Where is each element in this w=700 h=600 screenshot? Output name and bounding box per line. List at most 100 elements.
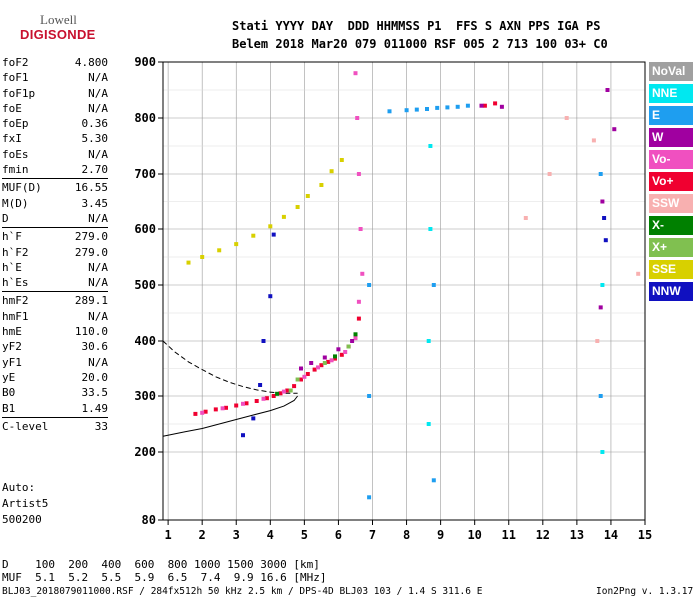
parameter-value: 279.0	[74, 230, 108, 244]
echo-point	[271, 232, 276, 237]
profile-dashed-curve	[162, 340, 298, 394]
echo-point	[234, 403, 239, 408]
parameter-name: fxI	[2, 132, 22, 146]
echo-point	[598, 394, 603, 398]
echo-point	[261, 396, 266, 401]
x-tick-label: 9	[437, 528, 444, 542]
parameter-name: yE	[2, 370, 16, 384]
echo-point	[591, 138, 596, 143]
echo-point	[281, 389, 286, 394]
parameter-name: hmE	[2, 325, 22, 339]
footer-file-info: BLJ03_2018079011000.RSF / 284fx512h 50 k…	[2, 586, 483, 597]
y-tick-label: 80	[142, 513, 156, 527]
echo-point	[603, 238, 608, 243]
echo-point	[343, 350, 348, 354]
echo-point	[254, 399, 259, 403]
echo-point	[224, 405, 228, 410]
echo-point	[479, 103, 484, 108]
echo-point	[268, 224, 273, 229]
legend-item-noval: NoVal	[649, 62, 693, 81]
parameter-row: yE 20.0	[2, 370, 108, 385]
parameter-value: 279.0	[74, 245, 108, 259]
echo-point	[600, 450, 605, 454]
legend-item-ssw: SSW	[649, 194, 693, 213]
echo-point	[261, 339, 266, 343]
echo-point	[523, 216, 528, 220]
echo-point	[299, 366, 303, 371]
parameter-name: foF1p	[2, 86, 36, 100]
x-tick-label: 2	[199, 528, 206, 542]
logo-digisonde-text: DIGISONDE	[20, 27, 96, 42]
parameter-value: N/A	[88, 355, 108, 369]
echo-point	[367, 283, 372, 287]
echo-point	[605, 88, 610, 92]
parameter-value: 3.45	[81, 196, 109, 210]
x-tick-label: 3	[233, 528, 240, 542]
header-row-values: Belem 2018 Mar20 079 011000 RSF 005 2 71…	[232, 37, 608, 51]
x-tick-label: 11	[502, 528, 516, 542]
x-tick-label: 8	[403, 528, 410, 542]
parameter-row: foF1 N/A	[2, 70, 108, 85]
echo-point	[428, 144, 433, 148]
echo-point	[251, 416, 256, 421]
parameter-name: foEs	[2, 147, 29, 161]
parameter-row: yF1 N/A	[2, 355, 108, 370]
logo-lowell-text: Lowell	[40, 12, 77, 27]
parameter-row: foEs N/A	[2, 147, 108, 162]
echo-point	[598, 172, 603, 176]
parameter-name: C-level	[2, 419, 49, 433]
echo-point	[636, 271, 641, 276]
header-row-labels: Stati YYYY DAY DDD HHMMSS P1 FFS S AXN P…	[232, 19, 601, 33]
echo-point	[333, 356, 337, 361]
echo-point	[598, 305, 603, 310]
parameter-separator	[2, 178, 108, 180]
echo-point	[353, 332, 358, 337]
echo-point	[356, 316, 361, 321]
parameter-row: MUF(D) 16.55	[2, 180, 108, 195]
echo-point	[275, 391, 280, 396]
echo-point	[200, 410, 205, 415]
echo-point	[292, 384, 297, 389]
parameter-name: foEp	[2, 117, 29, 131]
parameter-name: M(D)	[2, 196, 29, 210]
legend-item-vo-: Vo+	[649, 172, 693, 191]
parameter-value: 33.5	[81, 386, 109, 400]
echo-point	[339, 352, 344, 357]
echo-point	[350, 339, 355, 343]
parameter-separator	[2, 416, 108, 418]
echo-point	[220, 406, 225, 411]
y-tick-label: 500	[134, 278, 156, 292]
x-tick-label: 15	[638, 528, 652, 542]
echo-point	[353, 71, 358, 76]
echo-point	[258, 383, 263, 387]
parameter-row: fxI 5.30	[2, 131, 108, 146]
echo-point	[309, 361, 314, 365]
y-tick-label: 200	[134, 445, 156, 459]
echo-point	[322, 355, 327, 360]
echo-point	[285, 388, 290, 393]
echo-point	[387, 109, 392, 114]
echo-point	[564, 116, 569, 120]
echo-point	[595, 339, 600, 343]
auto-artist: Artist5	[2, 497, 49, 510]
parameter-row: fmin 2.70	[2, 162, 108, 177]
echo-point	[425, 107, 429, 111]
parameter-row: foEp 0.36	[2, 116, 108, 131]
echo-point	[241, 433, 245, 438]
echo-point	[271, 394, 276, 398]
parameter-separator	[2, 291, 108, 293]
echo-point	[547, 172, 552, 176]
echo-point	[600, 199, 605, 204]
legend-item-nnw: NNW	[649, 282, 693, 301]
parameter-name: D	[2, 211, 9, 225]
legend-item-sse: SSE	[649, 260, 693, 279]
profile-solid-curve	[162, 395, 298, 437]
echo-point	[602, 216, 607, 220]
parameter-value: 16.55	[74, 181, 108, 195]
parameter-name: fmin	[2, 163, 29, 177]
echo-point	[600, 283, 605, 287]
echo-point	[281, 214, 286, 219]
echo-point	[431, 283, 436, 287]
plot-frame	[162, 61, 646, 521]
echo-point	[356, 172, 361, 176]
